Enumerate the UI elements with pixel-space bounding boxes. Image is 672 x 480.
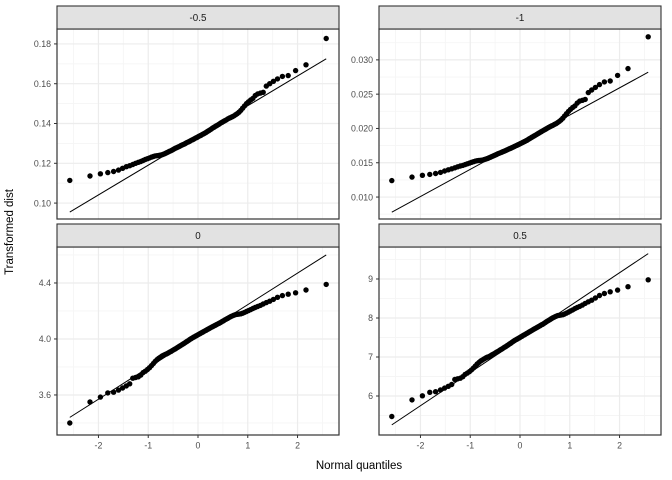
x-axis-title: Normal quantiles xyxy=(316,460,403,472)
facet-strip xyxy=(56,5,340,30)
x-tick-label: 2 xyxy=(617,441,622,451)
qq-points xyxy=(389,277,651,420)
y-tick-label: 4.0 xyxy=(39,334,51,344)
x-tick-label: -1 xyxy=(144,441,152,451)
facet-panel--1: -1 0.010 0.015 0.020 0.025 0.030 xyxy=(351,5,662,220)
qq-points xyxy=(389,34,651,184)
gridlines-major xyxy=(57,29,339,219)
gridlines-major xyxy=(379,247,661,435)
y-tick-label: 0.10 xyxy=(34,198,51,208)
y-tick-label: 4.4 xyxy=(39,278,51,288)
facet-strip-label: -1 xyxy=(516,13,525,24)
facet-panel-0.5: 0.5 6 7 8 9 -2 -1 0 1 2 xyxy=(368,223,662,451)
qq-points xyxy=(67,35,329,184)
x-tick-label: -2 xyxy=(417,441,425,451)
facet-strip-label: 0 xyxy=(195,231,201,242)
facet-strip-label: -0.5 xyxy=(190,13,207,24)
y-tick-label: 0.18 xyxy=(34,39,51,49)
y-tick-label: 7 xyxy=(368,352,373,362)
facet-strip xyxy=(378,5,662,30)
facet-panel-0: 0 3.6 4.0 4.4 -2 -1 0 1 2 xyxy=(39,223,340,451)
facet-strip xyxy=(378,223,662,248)
x-tick-label: -1 xyxy=(466,441,474,451)
y-tick-label: 3.6 xyxy=(39,390,51,400)
y-tick-label: 0.12 xyxy=(34,158,51,168)
gridlines-minor xyxy=(379,247,661,435)
y-tick-label: 0.025 xyxy=(351,89,373,99)
x-tick-label: 2 xyxy=(295,441,300,451)
gridlines-major xyxy=(57,247,339,435)
x-tick-label: 1 xyxy=(567,441,572,451)
facet-strip xyxy=(56,223,340,248)
facet-panel--0.5: -0.5 0.10 0.12 0.14 0.16 0.18 xyxy=(34,5,340,220)
y-axis-title: Transformed dist xyxy=(4,188,16,275)
x-tick-label: 1 xyxy=(245,441,250,451)
y-tick-label: 0.14 xyxy=(34,119,51,129)
y-tick-label: 0.030 xyxy=(351,55,373,65)
x-tick-label: 0 xyxy=(196,441,201,451)
qq-points xyxy=(67,281,329,426)
y-tick-label: 0.010 xyxy=(351,192,373,202)
y-tick-label: 0.020 xyxy=(351,124,373,134)
y-tick-label: 9 xyxy=(368,274,373,284)
y-tick-label: 0.015 xyxy=(351,158,373,168)
y-tick-label: 8 xyxy=(368,313,373,323)
x-tick-label: 0 xyxy=(518,441,523,451)
facet-panels: -0.5 0.10 0.12 0.14 0.16 0.18 -1 0.010 0.015 0.02… xyxy=(34,5,662,451)
y-tick-label: 0.16 xyxy=(34,79,51,89)
gridlines-major xyxy=(379,29,661,219)
facet-strip-label: 0.5 xyxy=(513,231,527,242)
y-tick-label: 6 xyxy=(368,391,373,401)
x-tick-label: -2 xyxy=(95,441,103,451)
